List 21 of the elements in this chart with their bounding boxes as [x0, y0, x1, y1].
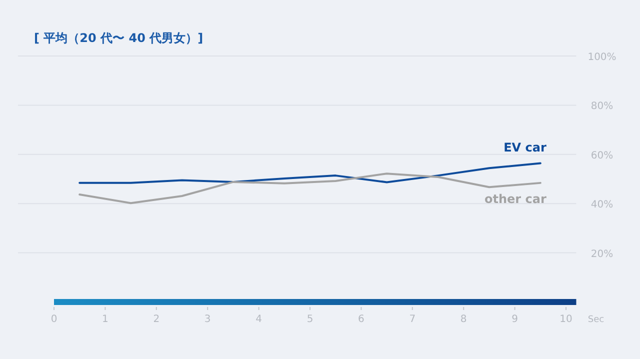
line-series — [78, 162, 542, 184]
x-tick-label: 8 — [460, 314, 467, 325]
x-tick-label: 5 — [306, 314, 314, 325]
x-tick-label: 10 — [560, 314, 572, 325]
y-tick-label: 20% — [590, 248, 614, 260]
y-tick-label: 80% — [590, 101, 614, 112]
series-label: other car — [484, 192, 546, 206]
x-tick-label: 3 — [204, 314, 211, 325]
x-tick-label: 1 — [102, 314, 108, 325]
x-tick-label: 0 — [50, 314, 58, 325]
y-tick-label: 100% — [588, 52, 616, 63]
x-tick-label: 4 — [256, 314, 262, 325]
series-label: EV car — [504, 140, 546, 154]
x-tick-label: 6 — [358, 314, 364, 325]
chart-title: [ 平均（20 代〜 40 代男女）] — [34, 31, 204, 45]
x-tick-label: 9 — [512, 314, 518, 325]
y-tick-label: 40% — [590, 200, 614, 211]
y-tick-label: 60% — [590, 150, 614, 162]
x-tick-label: 7 — [409, 314, 416, 325]
x-tick-label: 2 — [153, 314, 160, 325]
x-axis-title: Sec — [588, 315, 604, 325]
